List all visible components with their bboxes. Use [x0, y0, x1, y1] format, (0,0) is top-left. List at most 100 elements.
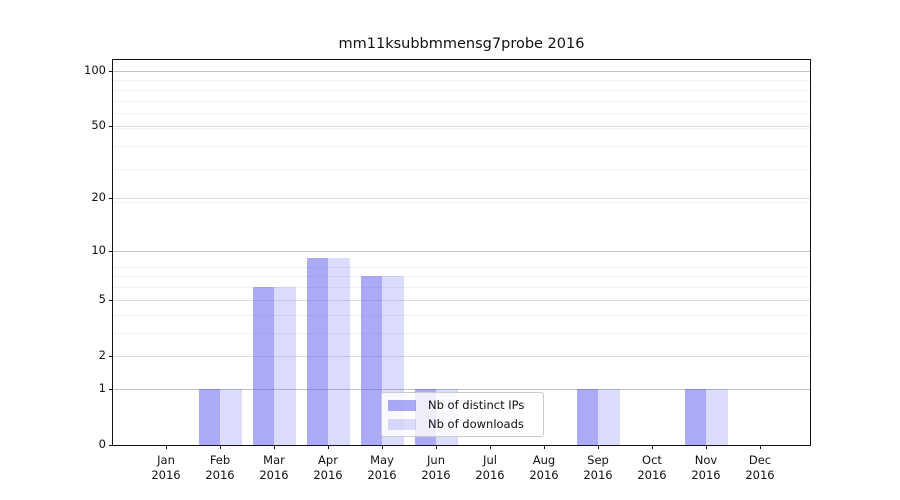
x-tick-month: Jan: [157, 453, 175, 467]
legend-row: Nb of downloads: [388, 417, 543, 431]
x-tick-year: 2016: [637, 468, 667, 482]
gridline-minor: [113, 276, 810, 278]
x-tick-mark: [436, 445, 437, 449]
x-tick-year: 2016: [421, 468, 451, 482]
gridline-minor: [113, 80, 810, 82]
x-tick-label: Nov 2016: [676, 453, 736, 483]
x-tick-mark: [598, 445, 599, 449]
gridline-major: [113, 126, 810, 128]
x-tick-year: 2016: [151, 468, 181, 482]
y-tick-mark: [109, 388, 113, 390]
x-tick-month: Jul: [483, 453, 497, 467]
gridline-minor: [113, 89, 810, 91]
x-tick-label: Apr 2016: [298, 453, 358, 483]
y-tick-mark: [109, 70, 113, 72]
gridline-minor: [113, 332, 810, 334]
chart-title: mm11ksubbmmensg7probe 2016: [338, 36, 585, 52]
x-tick-label: Oct 2016: [622, 453, 682, 483]
x-tick-label: Dec 2016: [730, 453, 790, 483]
y-tick-label: 10: [91, 242, 106, 257]
y-tick-label: 2: [98, 347, 106, 362]
x-tick-label: Sep 2016: [568, 453, 628, 483]
x-tick-mark: [274, 445, 275, 449]
legend-swatch-downloads: [388, 418, 416, 430]
x-tick-label: Jan 2016: [136, 453, 196, 483]
x-tick-label: Jun 2016: [406, 453, 466, 483]
x-tick-mark: [166, 445, 167, 449]
gridline-major: [113, 299, 810, 301]
bar-downloads: [328, 258, 350, 445]
y-tick-label: 0: [98, 437, 106, 451]
x-tick-mark: [706, 445, 707, 449]
gridline-major: [113, 250, 810, 252]
gridline-minor: [113, 169, 810, 171]
x-tick-mark: [652, 445, 653, 449]
x-tick-mark: [760, 445, 761, 449]
x-tick-mark: [544, 445, 545, 449]
y-tick-label: 5: [98, 291, 106, 306]
bar-distinct-ips: [306, 258, 328, 445]
x-tick-year: 2016: [583, 468, 613, 482]
x-tick-month: Feb: [209, 453, 231, 467]
x-tick-month: May: [370, 453, 394, 467]
x-tick-year: 2016: [529, 468, 559, 482]
gridline-major: [113, 70, 810, 72]
x-tick-year: 2016: [313, 468, 343, 482]
gridline-major: [113, 388, 810, 390]
x-tick-mark: [490, 445, 491, 449]
x-tick-year: 2016: [205, 468, 235, 482]
y-tick-mark: [109, 250, 113, 252]
x-tick-mark: [220, 445, 221, 449]
y-tick-label: 100: [84, 62, 106, 77]
x-tick-month: Jun: [427, 453, 445, 467]
gridline-minor: [113, 100, 810, 102]
y-tick-mark: [109, 299, 113, 301]
x-tick-year: 2016: [475, 468, 505, 482]
bar-downloads: [706, 388, 728, 445]
x-tick-year: 2016: [259, 468, 289, 482]
bar-distinct-ips: [684, 388, 706, 445]
gridline-minor: [113, 113, 810, 115]
x-tick-month: Sep: [587, 453, 609, 467]
y-tick-mark: [109, 355, 113, 357]
x-tick-mark: [382, 445, 383, 449]
legend-label: Nb of distinct IPs: [428, 398, 525, 412]
bar-distinct-ips: [252, 287, 274, 445]
legend-label: Nb of downloads: [428, 417, 524, 431]
x-tick-month: Oct: [642, 453, 662, 467]
x-tick-mark: [328, 445, 329, 449]
y-tick-label: 20: [91, 190, 106, 205]
bar-downloads: [598, 388, 620, 445]
gridline-minor: [113, 146, 810, 147]
gridline-major: [113, 198, 810, 200]
y-tick-mark: [109, 198, 113, 200]
bar-distinct-ips: [360, 276, 382, 445]
x-tick-month: Nov: [694, 453, 718, 467]
x-tick-year: 2016: [691, 468, 721, 482]
x-tick-label: May 2016: [352, 453, 412, 483]
x-tick-label: Mar 2016: [244, 453, 304, 483]
x-tick-label: Aug 2016: [514, 453, 574, 483]
y-tick-mark: [109, 445, 113, 446]
gridline-minor: [113, 287, 810, 289]
x-tick-month: Apr: [318, 453, 338, 467]
gridline-minor: [113, 314, 810, 316]
bar-downloads: [220, 388, 242, 445]
plot-area: [112, 59, 811, 446]
x-tick-month: Dec: [748, 453, 772, 467]
x-tick-year: 2016: [367, 468, 397, 482]
legend-swatch-distinct-ips: [388, 399, 416, 411]
x-tick-year: 2016: [745, 468, 775, 482]
bar-downloads: [274, 287, 296, 445]
bar-distinct-ips: [576, 388, 598, 445]
x-tick-label: Feb 2016: [190, 453, 250, 483]
x-tick-month: Mar: [263, 453, 285, 467]
x-tick-label: Jul 2016: [460, 453, 520, 483]
legend-row: Nb of distinct IPs: [388, 398, 543, 412]
y-tick-label: 50: [91, 118, 106, 133]
legend: Nb of distinct IPs Nb of downloads: [381, 392, 544, 437]
gridline-minor: [113, 127, 810, 129]
gridline-minor: [113, 266, 810, 268]
y-tick-label: 1: [98, 380, 106, 395]
